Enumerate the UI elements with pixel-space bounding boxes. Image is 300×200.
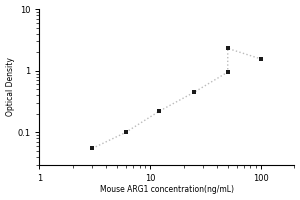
- Y-axis label: Optical Density: Optical Density: [6, 57, 15, 116]
- Point: [225, 47, 230, 50]
- Point: [90, 147, 95, 150]
- Point: [259, 57, 263, 61]
- Point: [157, 110, 161, 113]
- Point: [225, 70, 230, 74]
- Point: [192, 91, 197, 94]
- X-axis label: Mouse ARG1 concentration(ng/mL): Mouse ARG1 concentration(ng/mL): [100, 185, 234, 194]
- Point: [123, 131, 128, 134]
